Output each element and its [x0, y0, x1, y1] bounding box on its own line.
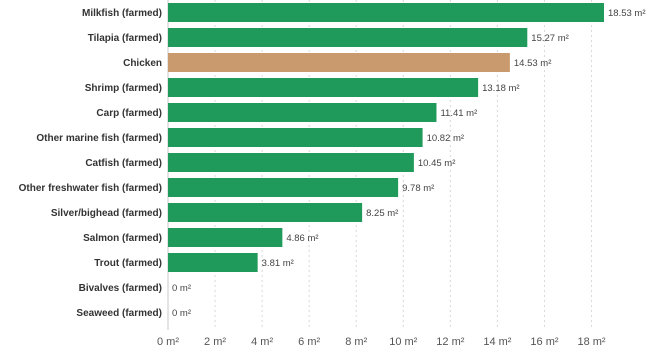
- bar: [168, 103, 437, 122]
- bars: [168, 3, 604, 272]
- value-label: 10.82 m²: [427, 133, 465, 144]
- category-label: Carp (farmed): [96, 108, 162, 119]
- bar: [168, 153, 414, 172]
- category-labels: Milkfish (farmed) Tilapia (farmed) Chicken…: [19, 8, 162, 319]
- x-tick-label: 4 m²: [251, 336, 273, 348]
- bar: [168, 203, 363, 222]
- x-axis-tick-labels: 0 m² 2 m² 4 m² 6 m² 8 m² 10 m² 12 m² 14 m² 16 m²…: [157, 336, 606, 348]
- category-label: Chicken: [123, 58, 162, 69]
- bar: [168, 78, 479, 97]
- value-label: 3.81 m²: [262, 258, 294, 269]
- value-label: 18.53 m²: [608, 8, 646, 19]
- value-label: 0 m²: [172, 283, 191, 294]
- value-label: 9.78 m²: [402, 183, 434, 194]
- category-label: Bivalves (farmed): [79, 283, 162, 294]
- category-label: Milkfish (farmed): [82, 8, 162, 19]
- x-tick-label: 18 m²: [577, 336, 605, 348]
- bar: [168, 53, 510, 72]
- value-label: 0 m²: [172, 308, 191, 319]
- value-label: 10.45 m²: [418, 158, 456, 169]
- category-label: Seaweed (farmed): [76, 308, 162, 319]
- value-label: 4.86 m²: [286, 233, 318, 244]
- category-label: Catfish (farmed): [85, 158, 162, 169]
- value-labels: 18.53 m² 15.27 m² 14.53 m² 13.18 m² 11.41 m²…: [172, 8, 646, 319]
- bar: [168, 253, 258, 272]
- category-label: Other marine fish (farmed): [36, 133, 162, 144]
- x-tick-label: 0 m²: [157, 336, 179, 348]
- category-label: Silver/bighead (farmed): [51, 208, 162, 219]
- bar: [168, 228, 283, 247]
- category-label: Salmon (farmed): [83, 233, 162, 244]
- value-label: 11.41 m²: [440, 108, 477, 119]
- bar: [168, 178, 399, 197]
- bar: [168, 128, 423, 147]
- category-label: Other freshwater fish (farmed): [19, 183, 162, 194]
- bar: [168, 28, 528, 47]
- x-tick-label: 10 m²: [389, 336, 417, 348]
- category-label: Tilapia (farmed): [88, 33, 162, 44]
- x-tick-label: 2 m²: [204, 336, 226, 348]
- value-label: 14.53 m²: [514, 58, 552, 69]
- category-label: Trout (farmed): [94, 258, 162, 269]
- x-tick-label: 14 m²: [483, 336, 511, 348]
- x-tick-label: 16 m²: [530, 336, 558, 348]
- x-tick-label: 8 m²: [345, 336, 367, 348]
- category-label: Shrimp (farmed): [85, 83, 162, 94]
- x-tick-label: 12 m²: [436, 336, 464, 348]
- value-label: 13.18 m²: [482, 83, 520, 94]
- value-label: 8.25 m²: [366, 208, 398, 219]
- value-label: 15.27 m²: [531, 33, 569, 44]
- bar: [168, 3, 604, 22]
- x-tick-label: 6 m²: [298, 336, 320, 348]
